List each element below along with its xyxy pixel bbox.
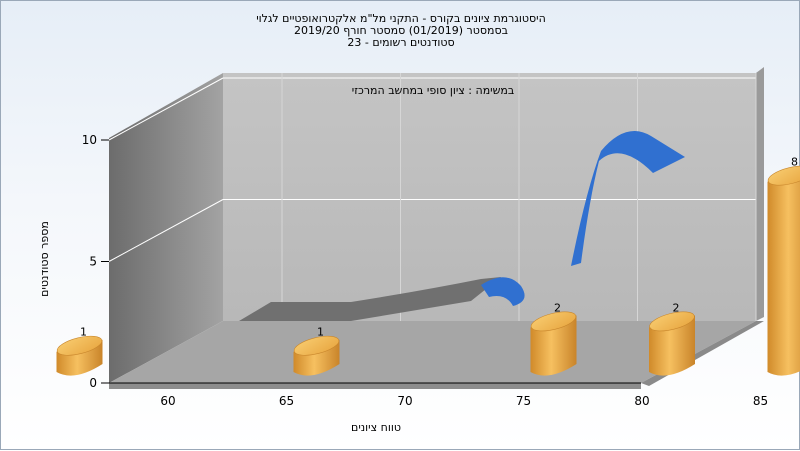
y-tick-label-2: 10 bbox=[82, 133, 97, 147]
bar-4: 8 bbox=[766, 156, 800, 376]
x-axis-title: טווח ציונים bbox=[351, 421, 401, 434]
floor-front-edge bbox=[109, 383, 641, 389]
y-tick-label-1: 5 bbox=[89, 255, 97, 269]
bar-value-label-2: 2 bbox=[554, 301, 561, 314]
x-tick-label-3: 75 bbox=[516, 394, 531, 408]
bar-0: 1 bbox=[55, 326, 104, 376]
x-tick-label-0: 60 bbox=[160, 394, 175, 408]
bar-value-label-0: 1 bbox=[80, 326, 87, 339]
x-tick-label-2: 70 bbox=[397, 394, 412, 408]
x-tick-label-4: 80 bbox=[634, 394, 649, 408]
bar-body-4 bbox=[768, 170, 800, 376]
y-tick-label-0: 0 bbox=[89, 376, 97, 390]
x-tick-label-1: 65 bbox=[279, 394, 294, 408]
chart-subtitle: במשימה : ציון סופי במחשב המרכזי bbox=[352, 84, 515, 97]
right-wall-edge bbox=[756, 67, 764, 321]
y-axis-title: מספר סטודנטים bbox=[38, 221, 51, 297]
bar-value-label-1: 1 bbox=[317, 326, 324, 339]
bar-value-label-4: 8 bbox=[791, 156, 798, 169]
x-tick-label-5: 85 bbox=[753, 394, 768, 408]
bar-value-label-3: 2 bbox=[673, 301, 680, 314]
